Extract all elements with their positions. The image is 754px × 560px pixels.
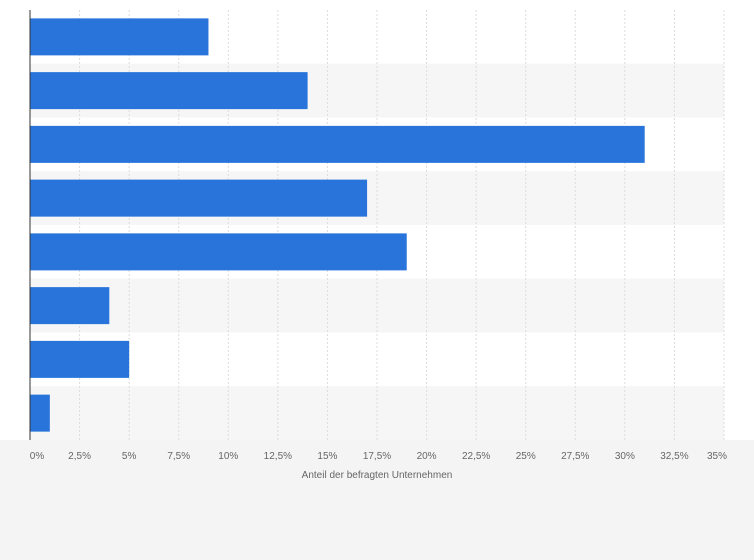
bar bbox=[30, 18, 209, 56]
bar bbox=[30, 72, 308, 110]
bar bbox=[30, 287, 110, 325]
bar bbox=[30, 340, 130, 378]
x-tick-label: 15% bbox=[317, 451, 337, 462]
x-tick-label: 35% bbox=[707, 451, 727, 462]
x-axis-title: Anteil der befragten Unternehmen bbox=[302, 470, 453, 481]
x-tick-label: 25% bbox=[516, 451, 536, 462]
x-tick-label: 5% bbox=[122, 451, 137, 462]
x-tick-label: 0% bbox=[30, 451, 45, 462]
bar bbox=[30, 233, 407, 271]
x-tick-label: 12,5% bbox=[264, 451, 292, 462]
bar bbox=[30, 125, 645, 163]
x-tick-label: 20% bbox=[417, 451, 437, 462]
x-tick-label: 30% bbox=[615, 451, 635, 462]
x-tick-label: 2,5% bbox=[68, 451, 91, 462]
x-tick-label: 32,5% bbox=[660, 451, 688, 462]
bar bbox=[30, 394, 50, 432]
bars bbox=[30, 18, 645, 432]
x-tick-label: 27,5% bbox=[561, 451, 589, 462]
bar bbox=[30, 179, 368, 217]
x-tick-label: 10% bbox=[218, 451, 238, 462]
x-tick-label: 7,5% bbox=[167, 451, 190, 462]
x-tick-labels: 0% 2,5% 5% 7,5% 10% 12,5% 15% 17,5% 20% 22,5% 25% 2… bbox=[30, 451, 727, 462]
x-tick-label: 17,5% bbox=[363, 451, 391, 462]
x-tick-label: 22,5% bbox=[462, 451, 490, 462]
